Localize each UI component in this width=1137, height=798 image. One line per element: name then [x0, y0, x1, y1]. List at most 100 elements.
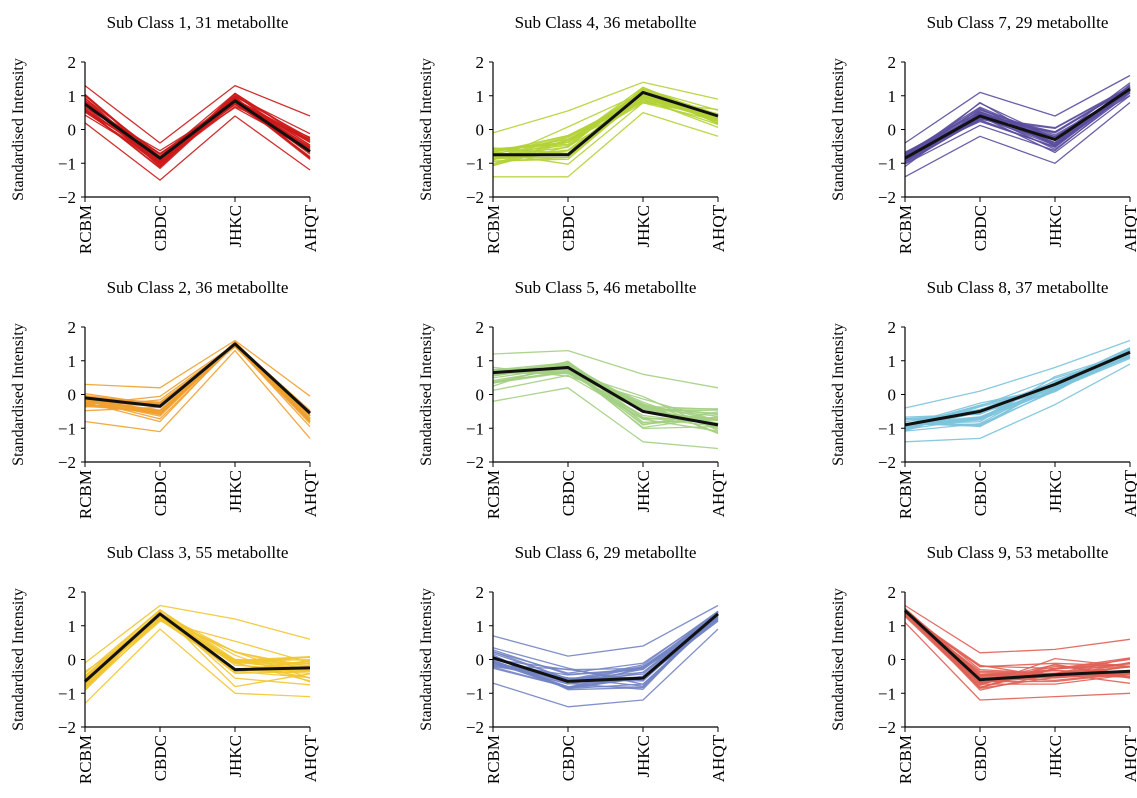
chart7-y-tick-label: 2	[888, 53, 897, 72]
chart9-y-tick-label: −1	[878, 684, 896, 703]
chart2-metabolite-line	[84, 339, 311, 397]
chart5-x-tick-label: AHQT	[709, 469, 728, 517]
chart5-x-tick-label: RCBM	[484, 470, 503, 519]
chart6-x-tick-label: AHQT	[709, 734, 728, 782]
chart8-y-tick-label: 1	[888, 352, 897, 371]
chart9-mean-line	[903, 609, 1131, 682]
chart3-y-axis-label: Standardised Intensity	[10, 588, 27, 731]
chart9-metabolite-line	[904, 604, 1131, 654]
chart3-metabolite-line	[84, 619, 311, 684]
chart9-metabolite-line	[904, 610, 1131, 677]
chart2-y-tick-label: −2	[58, 453, 76, 472]
chart7-metabolite-line	[904, 89, 1131, 165]
chart6-y-tick-label: −1	[466, 684, 484, 703]
chart5-mean-line	[492, 366, 719, 427]
chart6-y-tick-label: 0	[476, 651, 485, 670]
chart9-y-axis-label: Standardised Intensity	[830, 588, 847, 731]
chart3-x-tick-label: CBDC	[151, 735, 170, 781]
chart8-metabolite-line	[904, 339, 1131, 409]
chart4-y-axis-label: Standardised Intensity	[418, 58, 435, 201]
chart2-panel: Sub Class 2, 36 metabollte Standardised I…	[10, 278, 320, 519]
chart1-x-tick-label: AHQT	[301, 204, 320, 252]
chart7-x-tick-label: AHQT	[1121, 204, 1137, 252]
chart9-metabolite-line	[904, 621, 1131, 701]
chart4-x-tick-label: JHKC	[634, 205, 653, 248]
chart2-x-tick-label: AHQT	[301, 469, 320, 517]
chart7-y-tick-label: −1	[878, 154, 896, 173]
chart6-x-tick-label: RCBM	[484, 735, 503, 784]
chart7-title: Sub Class 7, 29 metabollte	[927, 13, 1109, 32]
chart5-metabolite-line	[492, 349, 719, 389]
chart2-metabolite-line	[84, 349, 311, 439]
chart8-x-tick-label: RCBM	[896, 470, 915, 519]
chart1-metabolite-line	[84, 115, 311, 181]
chart1-title: Sub Class 1, 31 metabollte	[107, 13, 289, 32]
chart9-metabolite-line	[904, 613, 1131, 668]
chart5-metabolite-line	[492, 369, 719, 426]
chart4-y-tick-label: 0	[476, 121, 485, 140]
chart1-y-tick-label: −1	[58, 154, 76, 173]
chart6-y-tick-label: 2	[476, 583, 485, 602]
chart3-panel: Sub Class 3, 55 metabollte Standardised I…	[10, 543, 320, 784]
chart6-panel: Sub Class 6, 29 metabollte Standardised I…	[418, 543, 728, 784]
chart5-x-tick-label: CBDC	[559, 470, 578, 516]
chart1-x-tick-label: CBDC	[151, 205, 170, 251]
chart8-metabolite-line	[904, 351, 1131, 421]
chart1-panel: Sub Class 1, 31 metabollte Standardised I…	[10, 13, 320, 254]
chart1-y-tick-label: 0	[68, 121, 77, 140]
chart3-mean-line	[83, 612, 311, 683]
chart4-metabolite-line	[492, 81, 719, 134]
chart4-panel: Sub Class 4, 36 metabollte Standardised I…	[418, 13, 728, 254]
chart8-mean-line	[904, 350, 1131, 427]
chart3-metabolite-line	[84, 604, 311, 664]
chart1-mean-line	[84, 99, 311, 160]
chart2-mean-line	[84, 342, 312, 415]
chart2-metabolite-line	[84, 344, 311, 417]
chart4-x-tick-label: AHQT	[709, 204, 728, 252]
chart4-y-tick-label: −1	[466, 154, 484, 173]
chart7-mean-line	[904, 87, 1131, 160]
chart1-y-tick-label: −2	[58, 188, 76, 207]
chart2-y-tick-label: 1	[68, 352, 77, 371]
chart8-metabolite-line	[904, 349, 1131, 425]
chart5-metabolite-line	[492, 371, 719, 432]
chart9-metabolite-line	[904, 612, 1131, 679]
chart5-y-axis-label: Standardised Intensity	[418, 323, 435, 466]
chart6-y-tick-label: 1	[476, 617, 485, 636]
chart8-metabolite-line	[904, 351, 1131, 426]
chart9-x-tick-label: CBDC	[971, 735, 990, 781]
chart8-metabolite-line	[904, 350, 1131, 426]
chart3-y-tick-label: 2	[68, 583, 77, 602]
chart9-x-tick-label: JHKC	[1046, 735, 1065, 778]
chart4-y-tick-label: 2	[476, 53, 485, 72]
chart8-x-tick-label: CBDC	[971, 470, 990, 516]
chart8-title: Sub Class 8, 37 metabollte	[927, 278, 1109, 297]
chart2-title: Sub Class 2, 36 metabollte	[107, 278, 289, 297]
chart4-metabolite-line	[492, 95, 719, 162]
chart5-y-tick-label: 0	[476, 386, 485, 405]
chart2-y-tick-label: 2	[68, 318, 77, 337]
chart9-title: Sub Class 9, 53 metabollte	[927, 543, 1109, 562]
chart7-y-tick-label: −2	[878, 188, 896, 207]
chart5-panel: Sub Class 5, 46 metabollte Standardised I…	[418, 278, 728, 519]
chart3-metabolite-line	[84, 620, 311, 688]
chart6-metabolite-line	[492, 628, 719, 708]
chart2-y-axis-label: Standardised Intensity	[10, 323, 27, 466]
chart4-y-tick-label: −2	[466, 188, 484, 207]
chart4-x-tick-label: RCBM	[484, 205, 503, 254]
chart3-title: Sub Class 3, 55 metabollte	[107, 543, 289, 562]
chart7-y-tick-label: 0	[888, 121, 897, 140]
chart4-mean-line	[493, 90, 719, 157]
chart6-metabolite-line	[492, 616, 719, 685]
chart4-title: Sub Class 4, 36 metabollte	[515, 13, 697, 32]
chart3-y-tick-label: 0	[68, 651, 77, 670]
chart8-y-tick-label: 2	[888, 318, 897, 337]
chart9-panel: Sub Class 9, 53 metabollte Standardised I…	[830, 543, 1137, 784]
chart4-y-tick-label: 1	[476, 87, 485, 106]
chart9-y-tick-label: 1	[888, 617, 897, 636]
chart9-y-tick-label: −2	[878, 718, 896, 737]
chart2-y-tick-label: −1	[58, 419, 76, 438]
chart6-title: Sub Class 6, 29 metabollte	[515, 543, 697, 562]
chart6-metabolite-line	[492, 604, 719, 657]
